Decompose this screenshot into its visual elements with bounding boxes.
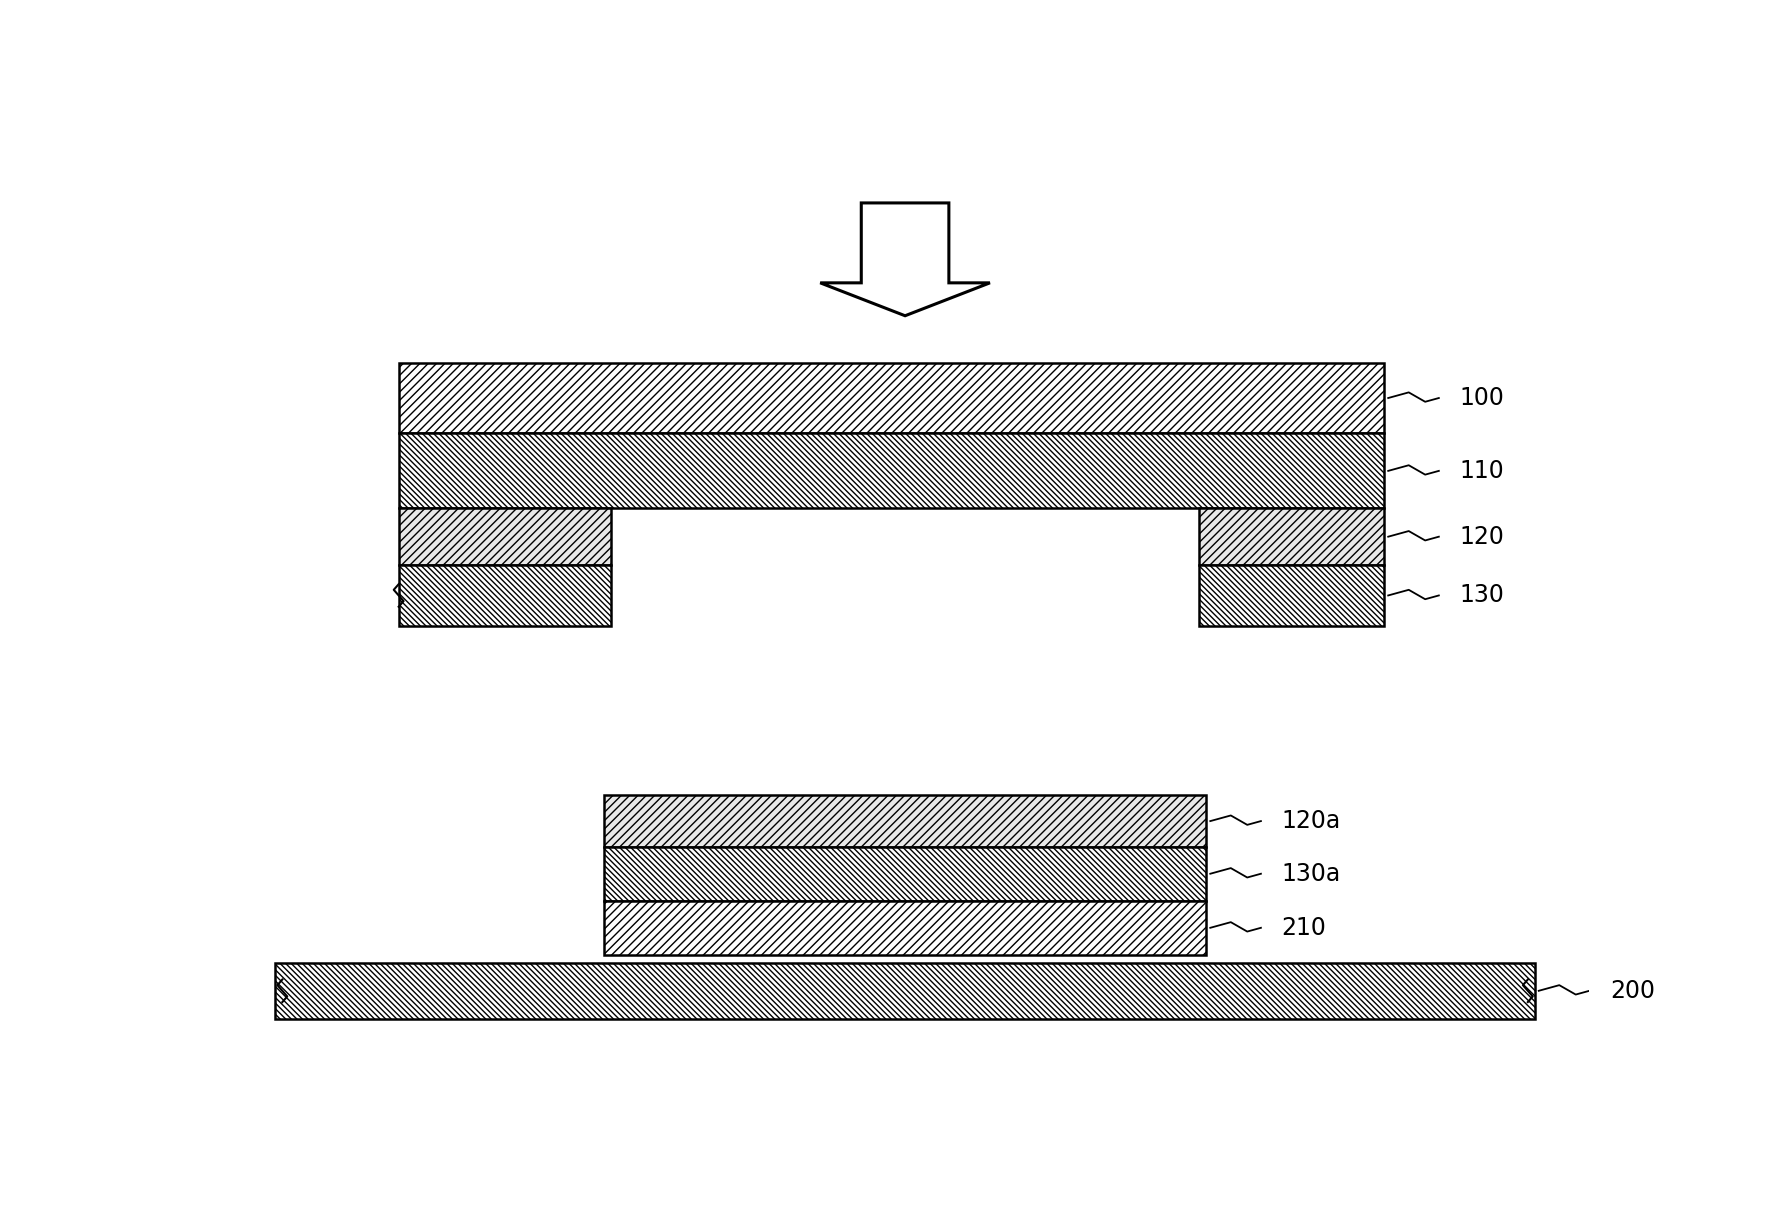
Bar xyxy=(604,901,1206,955)
Text: 120: 120 xyxy=(1459,525,1505,548)
Text: 200: 200 xyxy=(1611,979,1655,1002)
Text: 110: 110 xyxy=(1459,459,1505,482)
Polygon shape xyxy=(819,203,991,316)
Bar xyxy=(399,508,611,565)
Text: 120a: 120a xyxy=(1282,810,1340,833)
Bar xyxy=(604,795,1206,847)
Bar xyxy=(275,962,1535,1020)
Bar xyxy=(1199,508,1385,565)
Bar xyxy=(399,565,611,626)
Text: 100: 100 xyxy=(1459,386,1505,410)
Bar xyxy=(604,847,1206,901)
Text: 210: 210 xyxy=(1282,916,1326,940)
Bar xyxy=(399,433,1385,508)
Bar xyxy=(1199,565,1385,626)
Text: 130: 130 xyxy=(1459,584,1505,608)
Bar xyxy=(399,363,1385,433)
Text: 130a: 130a xyxy=(1282,862,1340,885)
